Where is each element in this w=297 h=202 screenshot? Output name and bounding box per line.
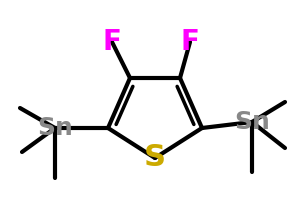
Text: F: F [102,28,121,56]
Text: F: F [181,28,200,56]
Text: S: S [144,143,166,173]
Text: Sn: Sn [37,116,73,140]
Text: Sn: Sn [234,110,270,134]
